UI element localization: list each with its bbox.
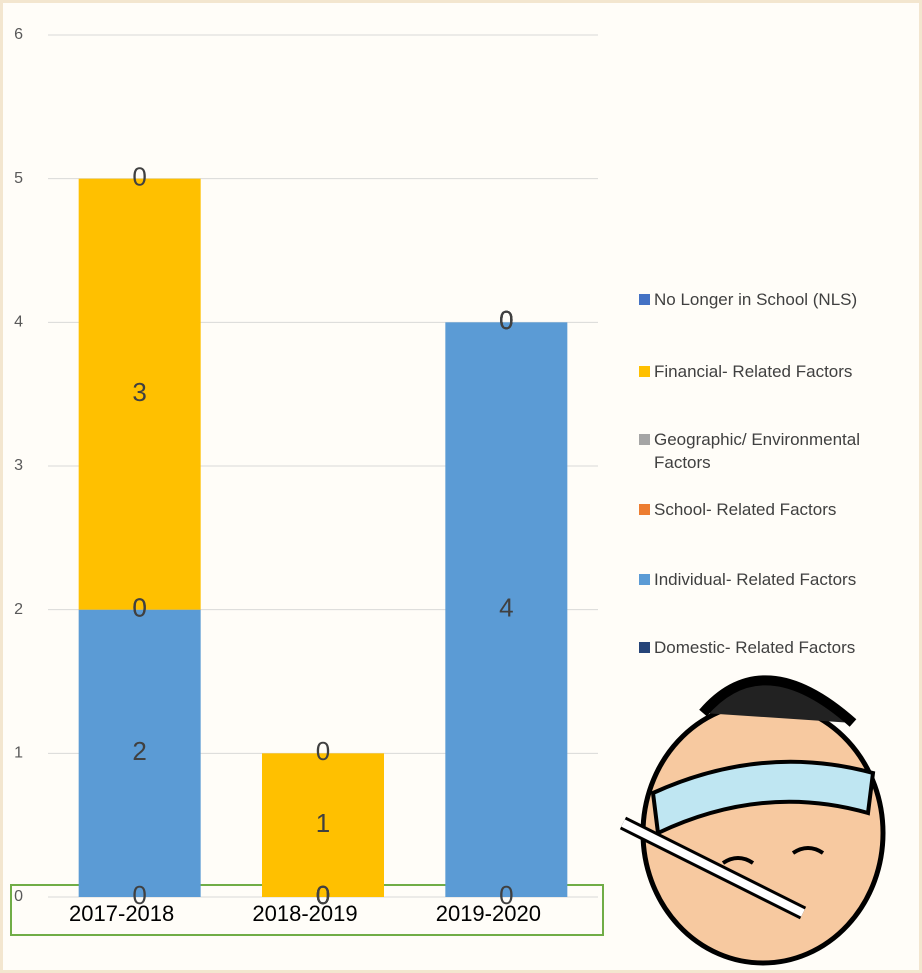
legend-swatch — [639, 504, 650, 515]
x-tick-label: 2019-2020 — [436, 901, 541, 926]
legend-swatch — [639, 294, 650, 305]
data-label: 0 — [499, 305, 513, 335]
data-label: 4 — [499, 593, 513, 623]
y-tick-label: 0 — [14, 888, 23, 905]
y-tick-label: 5 — [14, 170, 23, 187]
legend-item: Financial- Related Factors — [639, 360, 909, 383]
legend-swatch — [639, 574, 650, 585]
data-label: 1 — [316, 808, 330, 838]
x-tick-label: 2018-2019 — [252, 901, 357, 926]
data-label: 0 — [499, 305, 513, 335]
data-label: 0 — [499, 880, 513, 910]
data-label: 3 — [132, 377, 146, 407]
legend-item: No Longer in School (NLS) — [639, 288, 909, 311]
cartoon — [619, 675, 886, 966]
y-tick-label: 6 — [14, 26, 23, 43]
data-label: 0 — [316, 880, 330, 910]
legend-label: Domestic- Related Factors — [654, 638, 856, 657]
legend-swatch — [639, 642, 650, 653]
legend-item: School- Related Factors — [639, 498, 909, 521]
data-label: 0 — [132, 593, 146, 623]
legend-label: No Longer in School (NLS) — [654, 290, 858, 309]
x-tick-label: 2017-2018 — [69, 901, 174, 926]
y-tick-label: 3 — [14, 457, 23, 474]
data-label: 0 — [316, 880, 330, 910]
legend-label: Individual- Related Factors — [654, 570, 857, 589]
legend-item: Geographic/ Environmental Factors — [639, 428, 909, 474]
bar-segment — [445, 322, 568, 897]
legend-label: Geographic/ Environmental Factors — [654, 430, 861, 472]
legend-swatch — [639, 366, 650, 377]
bar-segment — [78, 609, 201, 897]
y-tick-label: 2 — [14, 601, 23, 618]
data-label: 0 — [132, 593, 146, 623]
data-label: 0 — [316, 736, 330, 766]
data-label: 0 — [132, 162, 146, 192]
y-tick-label: 4 — [14, 314, 23, 331]
legend-label: Financial- Related Factors — [654, 362, 853, 381]
data-label: 0 — [499, 305, 513, 335]
data-label: 0 — [316, 880, 330, 910]
bar-segment — [78, 178, 201, 610]
y-tick-label: 1 — [14, 745, 23, 762]
bar-segment — [262, 753, 384, 897]
legend-swatch — [639, 434, 650, 445]
data-label: 0 — [499, 305, 513, 335]
data-label: 0 — [316, 880, 330, 910]
data-label: 0 — [132, 880, 146, 910]
legend-item: Domestic- Related Factors — [639, 636, 909, 659]
data-label: 2 — [132, 736, 146, 766]
legend-label: School- Related Factors — [654, 500, 837, 519]
legend-item: Individual- Related Factors — [639, 568, 909, 591]
